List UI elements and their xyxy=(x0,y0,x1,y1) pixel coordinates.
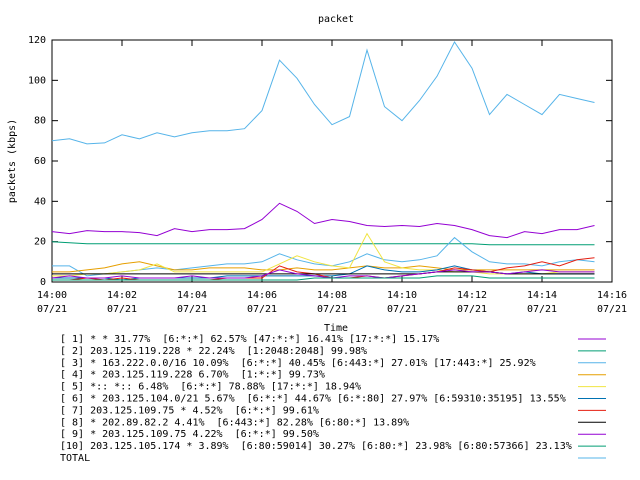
y-tick-label: 20 xyxy=(34,237,46,248)
x-tick-label: 14:08 xyxy=(317,290,347,301)
x-tick-sublabel: 07/21 xyxy=(107,304,137,315)
legend-label: [ 2] 203.125.119.228 * 22.24% [1:2048:20… xyxy=(60,346,367,357)
legend-label: [ 3] * 163.222.0.0/16 10.09% [6:*:*] 40.… xyxy=(60,358,536,369)
legend-label: [ 9] * 203.125.109.75 4.22% [6:*:*] 99.5… xyxy=(60,429,319,440)
legend-label: [ 1] * * 31.77% [6:*:*] 62.57% [47:*:*] … xyxy=(60,334,439,345)
series-line xyxy=(52,275,595,281)
x-tick-sublabel: 07/21 xyxy=(317,304,347,315)
series-line xyxy=(52,261,595,273)
series-line xyxy=(51,202,595,239)
x-tick-label: 14:06 xyxy=(247,290,277,301)
y-tick-label: 120 xyxy=(28,35,46,46)
legend-label: [ 7] 203.125.109.75 * 4.52% [6:*:*] 99.6… xyxy=(60,405,319,416)
y-tick-label: 100 xyxy=(28,75,46,86)
series-line xyxy=(51,269,595,279)
x-tick-label: 14:02 xyxy=(107,290,137,301)
legend-label: [ 6] * 203.125.104.0/21 5.67% [6:*:*] 44… xyxy=(60,394,566,405)
x-tick-sublabel: 07/21 xyxy=(37,304,67,315)
x-tick-label: 14:12 xyxy=(457,290,487,301)
legend-label: TOTAL xyxy=(60,453,90,464)
x-tick-label: 14:14 xyxy=(527,290,557,301)
y-axis-label: packets (kbps) xyxy=(7,119,18,203)
x-tick-sublabel: 07/21 xyxy=(457,304,487,315)
chart-title: packet xyxy=(318,14,354,25)
series-line xyxy=(51,41,595,145)
x-tick-sublabel: 07/21 xyxy=(527,304,557,315)
x-axis-label: Time xyxy=(324,323,348,334)
y-tick-label: 0 xyxy=(40,277,46,288)
legend-label: [ 5] *:: *:: 6.48% [6:*:*] 78.88% [17:*:… xyxy=(60,382,361,393)
y-tick-label: 40 xyxy=(34,196,46,207)
x-tick-sublabel: 07/21 xyxy=(247,304,277,315)
x-tick-sublabel: 07/21 xyxy=(177,304,207,315)
x-tick-label: 14:16 xyxy=(597,290,627,301)
x-tick-sublabel: 07/21 xyxy=(387,304,417,315)
x-tick-label: 14:00 xyxy=(37,290,67,301)
legend-label: [10] 203.125.105.174 * 3.89% [6:80:59014… xyxy=(60,441,572,452)
legend-label: [ 4] * 203.125.119.228 6.70% [1:*:*] 99.… xyxy=(60,370,325,381)
y-tick-label: 60 xyxy=(34,156,46,167)
x-tick-label: 14:10 xyxy=(387,290,417,301)
y-tick-label: 80 xyxy=(34,116,46,127)
series-line xyxy=(51,241,595,246)
x-tick-label: 14:04 xyxy=(177,290,207,301)
series-line xyxy=(52,236,595,277)
legend-label: [ 8] * 202.89.82.2 4.41% [6:443:*] 82.28… xyxy=(60,417,409,428)
x-tick-sublabel: 07/21 xyxy=(597,304,627,315)
